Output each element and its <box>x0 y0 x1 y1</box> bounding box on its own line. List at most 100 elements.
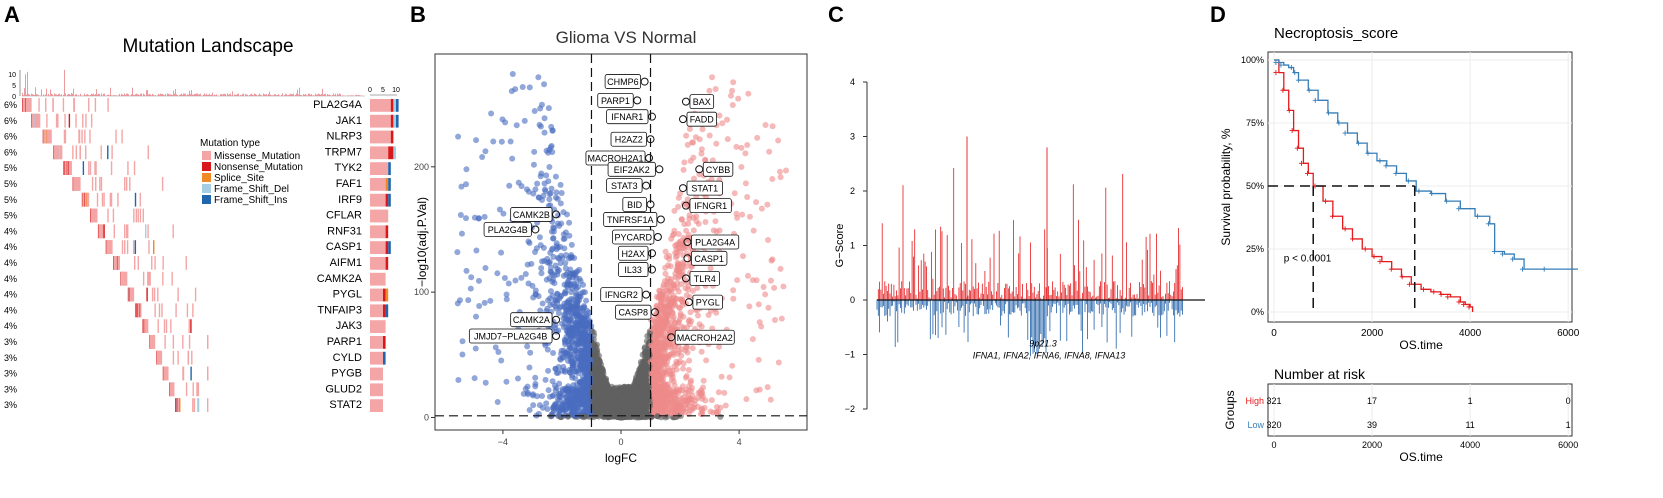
mutation-cell <box>92 177 93 191</box>
mutation-cell <box>85 114 86 128</box>
top-count-bar <box>325 94 326 96</box>
mutation-cell <box>195 288 196 302</box>
mutation-cell <box>114 224 115 238</box>
mutation-cell <box>61 145 62 159</box>
volcano-point <box>695 313 701 319</box>
mutation-cell <box>73 98 74 112</box>
top-count-bar <box>86 94 87 96</box>
top-count-bar <box>329 94 330 96</box>
top-count-bar <box>238 94 239 96</box>
top-count-bar <box>285 94 286 96</box>
mutation-cell <box>207 367 208 381</box>
mutation-cell <box>94 161 95 175</box>
mutation-cell <box>64 114 65 128</box>
volcano-point <box>682 347 688 353</box>
gene-count-bar <box>370 210 388 223</box>
mutation-cell <box>158 319 159 333</box>
gene-percent: 3% <box>4 384 17 394</box>
top-count-bar <box>184 94 185 96</box>
mutation-cell <box>91 114 92 128</box>
top-count-bar <box>273 95 274 96</box>
top-count-bar <box>169 94 170 96</box>
top-count-bar <box>277 95 278 96</box>
mutation-cell <box>103 193 104 207</box>
top-count-bar <box>151 95 152 96</box>
gene-percent: 5% <box>4 179 17 189</box>
top-count-bar <box>278 94 279 96</box>
top-count-bar <box>252 95 253 96</box>
top-count-bar <box>37 94 38 96</box>
mutation-cell <box>148 272 149 286</box>
top-count-bar <box>198 94 199 96</box>
volcano-point <box>512 86 518 92</box>
top-count-bar <box>138 94 139 96</box>
top-count-bar <box>320 95 321 96</box>
volcano-point <box>729 88 735 94</box>
gene-count-bar <box>370 273 386 286</box>
top-count-bar <box>236 95 237 96</box>
mutation-cell <box>191 351 192 365</box>
mutation-cell <box>88 193 89 207</box>
gene-count-bar <box>370 336 383 349</box>
top-count-bar <box>267 95 268 96</box>
volcano-point <box>553 189 559 195</box>
top-count-bar <box>22 93 23 96</box>
volcano-point <box>684 373 690 379</box>
top-count-bar <box>297 90 298 96</box>
mutation-cell <box>154 288 155 302</box>
top-count-bar <box>23 95 24 96</box>
top-count-bar <box>134 95 135 96</box>
top-count-bar <box>296 93 297 96</box>
top-count-bar <box>275 94 276 96</box>
top-count-bar <box>130 95 131 96</box>
top-count-bar <box>290 94 291 96</box>
mutation-cell <box>140 209 141 223</box>
top-count-bar <box>154 95 155 96</box>
legend-swatch <box>202 195 211 204</box>
gene-name: TNFAIP3 <box>317 304 362 316</box>
top-count-bar <box>194 94 195 96</box>
top-count-bar <box>78 95 79 96</box>
mutation-cell <box>84 130 85 144</box>
mutation-cell <box>107 98 108 112</box>
top-count-bar <box>255 94 256 96</box>
volcano-point <box>687 126 693 132</box>
volcano-point <box>535 74 541 80</box>
volcano-point <box>546 196 552 202</box>
volcano-point <box>554 291 560 297</box>
top-count-bar <box>211 95 212 96</box>
mutation-cell <box>82 114 83 128</box>
mutation-cell <box>57 114 58 128</box>
mutation-cell <box>190 319 191 333</box>
mutation-cell <box>170 319 171 333</box>
top-count-bar <box>310 95 311 96</box>
top-count-bar <box>223 94 224 96</box>
top-count-bar <box>227 93 228 96</box>
mutation-cell <box>175 303 176 317</box>
volcano-point <box>713 141 719 147</box>
top-count-bar <box>259 94 260 96</box>
top-count-bar <box>85 95 86 96</box>
top-count-bar <box>189 91 190 96</box>
volcano-point <box>559 190 565 196</box>
top-count-bar <box>337 94 338 96</box>
top-count-bar <box>32 94 33 96</box>
volcano-point <box>542 130 548 136</box>
gene-name: JAK3 <box>336 320 362 332</box>
volcano-point <box>745 91 751 97</box>
legend-swatch <box>202 151 211 160</box>
mutation-cell <box>194 398 195 412</box>
gene-percent: 5% <box>4 195 17 205</box>
mutation-cell <box>140 193 141 207</box>
gene-percent: 4% <box>4 258 17 268</box>
top-count-bar <box>187 94 188 96</box>
gene-name: PLA2G4A <box>313 99 363 111</box>
top-count-bar <box>271 95 272 96</box>
top-count-bar <box>43 94 44 96</box>
top-count-bar <box>342 95 343 96</box>
top-count-bar <box>237 94 238 96</box>
volcano-point <box>554 246 560 252</box>
top-count-bar <box>67 95 68 96</box>
mutation-cell <box>52 98 53 112</box>
top-count-bar <box>356 95 357 96</box>
